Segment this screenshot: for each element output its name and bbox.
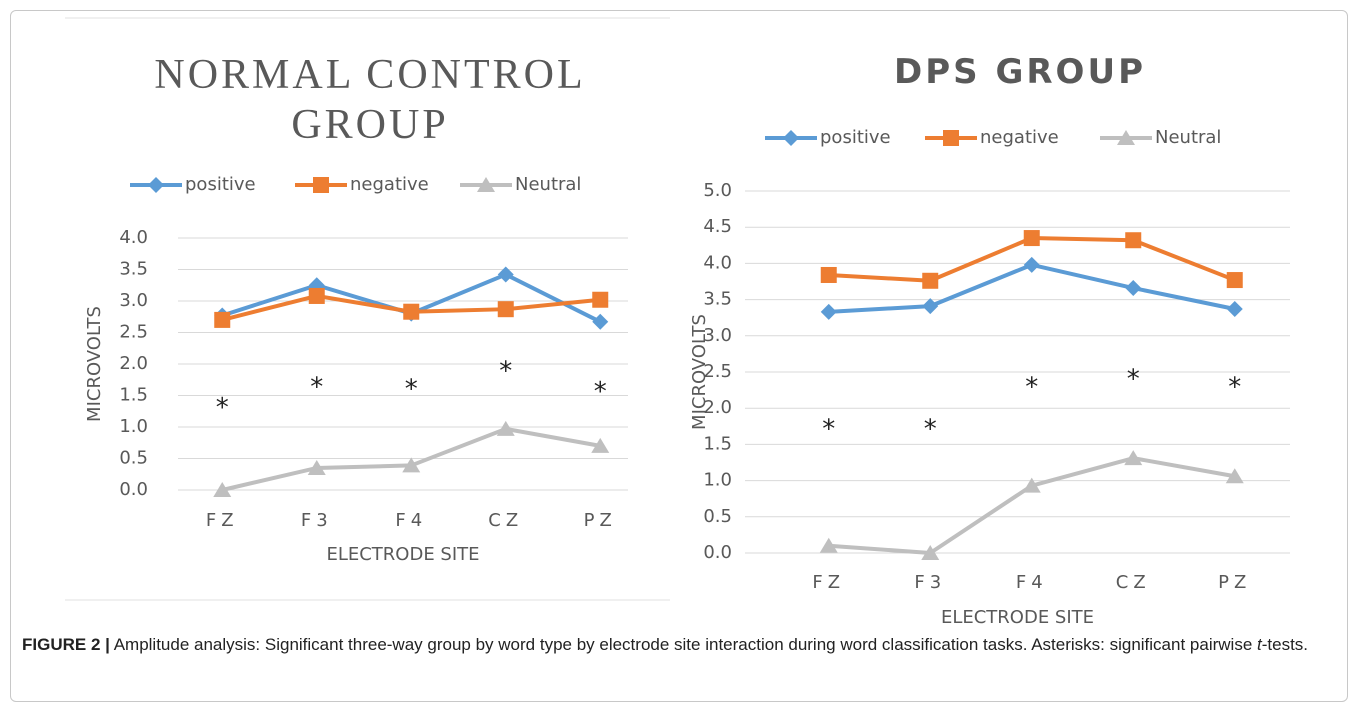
y-tick-label: 3.5 [703,289,732,310]
y-tick-label: 2.0 [119,353,148,374]
marker [922,272,939,289]
marker [402,457,421,473]
x-tick-label: F4 [1016,572,1048,593]
marker [214,311,231,328]
legend-label: positive [185,174,256,195]
x-tick-label: FZ [206,510,239,531]
y-tick-label: 0.5 [119,448,148,469]
annotation: * [405,374,418,404]
annotation: * [924,414,937,444]
y-tick-label: 5.0 [703,180,732,201]
y-tick-label: 0.0 [703,542,732,563]
marker [1023,230,1040,247]
marker [403,303,420,320]
x-tick-label: F4 [395,510,427,531]
legend-marker [783,130,799,146]
annotation: * [216,393,229,423]
y-tick-label: 2.5 [119,322,148,343]
x-tick-label: F3 [301,510,333,531]
marker [497,266,514,283]
marker [1023,256,1040,273]
legend-marker [943,130,959,146]
annotation: * [822,414,835,444]
marker [1226,272,1243,289]
y-tick-label: 3.5 [119,259,148,280]
annotation: * [1025,372,1038,402]
annotation: * [594,377,607,407]
y-axis-label: MICROVOLTS [84,306,105,422]
x-tick-label: F3 [914,572,946,593]
y-tick-label: 3.0 [703,325,732,346]
marker [820,303,837,320]
annotation: * [310,372,323,402]
figure-frame [10,10,1348,702]
y-tick-label: 2.0 [703,397,732,418]
y-tick-label: 1.5 [703,433,732,454]
chart-title: NORMAL CONTROL GROUP [154,52,586,148]
x-tick-label: FZ [812,572,845,593]
y-tick-label: 3.0 [119,290,148,311]
legend-label: positive [820,127,891,148]
marker [922,298,939,315]
caption-end: -tests. [1261,635,1309,654]
caption-text: Amplitude analysis: Significant three-wa… [113,635,1257,654]
x-tick-label: PZ [584,510,617,531]
y-tick-label: 1.0 [119,416,148,437]
legend-label: negative [350,174,429,195]
marker [1124,450,1143,466]
caption-label: FIGURE 2 | [22,635,110,654]
legend-label: negative [980,127,1059,148]
marker [820,266,837,283]
marker [819,537,838,553]
y-axis-label: MICROVOLTS [689,314,710,430]
legend-label: Neutral [1155,127,1221,148]
x-tick-label: CZ [1116,572,1151,593]
legend-marker [313,177,329,193]
marker [921,545,940,560]
y-tick-label: 4.0 [119,227,148,248]
marker [592,291,609,308]
x-axis-label: ELECTRODE SITE [326,544,479,565]
legend-marker [477,177,495,192]
annotation: * [1127,364,1140,394]
legend-label: Neutral [515,174,581,195]
legend-marker [1117,130,1135,145]
legend-marker [148,177,164,193]
y-tick-label: 1.0 [703,470,732,491]
marker [213,482,232,497]
marker [592,313,609,330]
marker [497,301,514,318]
marker [1125,280,1142,297]
y-tick-label: 4.5 [703,216,732,237]
x-tick-label: PZ [1218,572,1251,593]
marker [591,437,610,453]
y-tick-label: 0.5 [703,506,732,527]
annotation: * [499,357,512,387]
caption-italic: t [1257,635,1262,654]
y-tick-label: 4.0 [703,252,732,273]
x-tick-label: CZ [488,510,523,531]
y-tick-label: 0.0 [119,479,148,500]
series-line [828,456,1236,556]
marker [496,420,515,436]
marker [1226,301,1243,318]
y-tick-label: 1.5 [119,385,148,406]
x-axis-label: ELECTRODE SITE [941,607,1094,628]
marker [1125,232,1142,249]
marker [1022,477,1041,493]
marker [307,459,326,475]
marker [308,287,325,304]
marker [1225,468,1244,484]
y-tick-label: 2.5 [703,361,732,382]
annotation: * [1228,372,1241,402]
chart-title: DPS GROUP [894,52,1146,92]
caption: FIGURE 2 | Amplitude analysis: Significa… [22,634,1340,656]
